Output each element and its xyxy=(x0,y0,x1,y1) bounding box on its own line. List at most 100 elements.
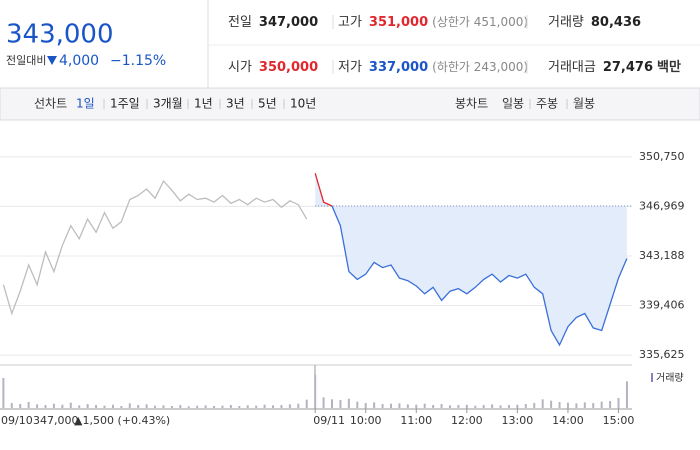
volume-bar xyxy=(154,405,157,408)
volume-bar xyxy=(600,401,603,408)
volume-bar xyxy=(305,399,308,408)
stat: 전일 347,000 xyxy=(228,15,318,30)
volume-bar xyxy=(448,405,451,408)
volume-bar xyxy=(263,404,266,408)
volume-bar xyxy=(541,399,544,408)
volume-bar xyxy=(288,404,291,408)
volume-bar xyxy=(61,404,64,408)
stat: 저가 337,000 (하한가 243,000) xyxy=(338,60,528,75)
volume-bar xyxy=(625,381,628,408)
volume-bar xyxy=(347,398,350,408)
volume-bar xyxy=(440,404,443,408)
prev-close: 347,000 xyxy=(33,414,79,427)
volume-bar xyxy=(617,398,620,408)
stat: 거래량 80,436 xyxy=(548,15,641,30)
down-icon xyxy=(47,56,57,65)
stat: 시가 350,000 xyxy=(228,60,318,75)
volume-bar xyxy=(398,403,401,408)
volume-bar xyxy=(592,403,595,408)
period-tab[interactable]: 1주일 xyxy=(110,97,140,111)
period-tab[interactable]: 1일 xyxy=(76,97,95,111)
stat-label: 시가 xyxy=(228,60,252,75)
stat-value: 337,000 xyxy=(369,60,428,75)
volume-bar xyxy=(52,403,55,408)
volume-bar xyxy=(415,404,418,408)
stat: 고가 351,000 (상한가 451,000) xyxy=(338,15,528,30)
volume-bar xyxy=(19,404,22,408)
volume-bar xyxy=(280,405,283,408)
volume-bar xyxy=(204,405,207,408)
volume-bar xyxy=(389,403,392,408)
volume-bar xyxy=(516,404,519,408)
period-tab[interactable]: 3년 xyxy=(226,97,245,111)
volume-bar xyxy=(170,406,173,408)
x-tick-label: 11:00 xyxy=(400,414,432,427)
volume-bar xyxy=(27,402,30,408)
volume-bar xyxy=(356,401,359,408)
change-label: 전일대비 xyxy=(6,53,46,67)
volume-bar xyxy=(145,404,148,408)
volume-bar xyxy=(103,405,106,408)
stat-note: (하한가 243,000) xyxy=(432,60,528,74)
volume-bar xyxy=(229,405,232,408)
prev-date: 09/10 xyxy=(1,414,33,427)
volume-bar xyxy=(322,397,325,408)
stat-label: 거래량 xyxy=(548,15,584,30)
volume-bar xyxy=(213,406,216,408)
period-tab[interactable]: 3개월 xyxy=(153,97,183,111)
volume-bar xyxy=(2,378,5,408)
volume-bar xyxy=(297,403,300,408)
y-tick-label: 346,969 xyxy=(639,199,685,212)
x-tick-label: 10:00 xyxy=(350,414,382,427)
candle-tab[interactable]: 월봉 xyxy=(573,97,595,111)
stat-value: 27,476 xyxy=(603,60,653,75)
change-pct: −1.15% xyxy=(110,53,166,69)
change: 4,000 xyxy=(59,53,99,69)
tab-label: 봉차트 xyxy=(455,97,488,111)
volume-bar xyxy=(609,401,612,408)
volume-bar xyxy=(221,405,224,408)
volume-bar xyxy=(533,403,536,408)
volume-bar xyxy=(238,406,241,408)
volume-bar xyxy=(406,404,409,408)
stat-label: 고가 xyxy=(338,15,362,30)
legend-label: 거래량 xyxy=(656,372,684,384)
x-tick-label: 13:00 xyxy=(502,414,534,427)
x-tick-label: 15:00 xyxy=(603,414,635,427)
price-line xyxy=(314,173,628,347)
volume-bar xyxy=(10,403,13,408)
stat: 거래대금 27,476 백만 xyxy=(548,59,681,75)
tab-bar xyxy=(0,87,700,121)
stat-label: 저가 xyxy=(338,60,362,75)
period-tab[interactable]: 1년 xyxy=(194,97,213,111)
candle-tab[interactable]: 일봉 xyxy=(502,97,524,111)
volume-bar xyxy=(137,405,140,408)
legend-marker xyxy=(651,373,653,382)
volume-bar xyxy=(255,405,258,408)
x-tick-label: 12:00 xyxy=(451,414,483,427)
volume-bar xyxy=(474,405,477,408)
volume-bar xyxy=(364,403,367,408)
price: 343,000 xyxy=(6,20,114,50)
prev-change: ▲1,500 (+0.43%) xyxy=(74,414,170,427)
volume-bar xyxy=(69,402,72,408)
x-tick-label: 09/11 xyxy=(313,414,345,427)
volume-bar xyxy=(583,402,586,408)
volume-bar xyxy=(196,405,199,408)
volume-bar xyxy=(432,405,435,408)
volume-bar xyxy=(482,405,485,408)
period-tab[interactable]: 5년 xyxy=(258,97,277,111)
volume-bar xyxy=(111,404,114,408)
stat-value: 347,000 xyxy=(259,15,318,30)
price-line xyxy=(2,179,308,316)
volume-bar xyxy=(465,404,468,408)
volume-bar xyxy=(246,405,249,408)
volume-bar xyxy=(128,403,131,408)
period-tab[interactable]: 10년 xyxy=(290,97,316,111)
volume-bar xyxy=(314,374,317,408)
volume-bar xyxy=(381,404,384,408)
volume-bar xyxy=(491,404,494,408)
volume-bar xyxy=(507,405,510,408)
candle-tab[interactable]: 주봉 xyxy=(536,97,558,111)
volume-bar xyxy=(120,406,123,408)
